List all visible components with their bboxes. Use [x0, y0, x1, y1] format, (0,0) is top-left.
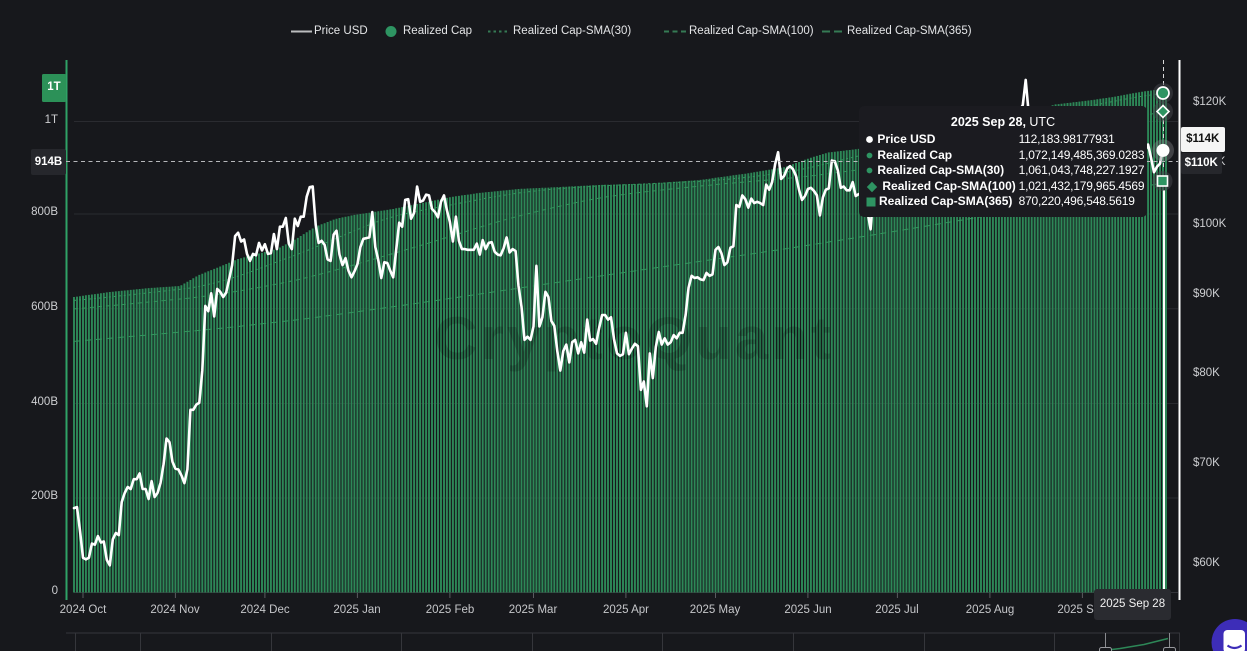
svg-text:CryptoQuant: CryptoQuant	[434, 305, 834, 372]
